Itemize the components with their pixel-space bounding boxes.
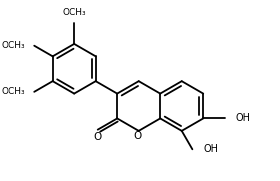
Text: OH: OH — [203, 144, 218, 154]
Text: OCH₃: OCH₃ — [2, 87, 25, 96]
Text: OCH₃: OCH₃ — [63, 8, 87, 17]
Text: O: O — [93, 132, 101, 142]
Text: OCH₃: OCH₃ — [2, 41, 25, 50]
Text: O: O — [133, 131, 142, 141]
Text: OH: OH — [235, 113, 250, 123]
